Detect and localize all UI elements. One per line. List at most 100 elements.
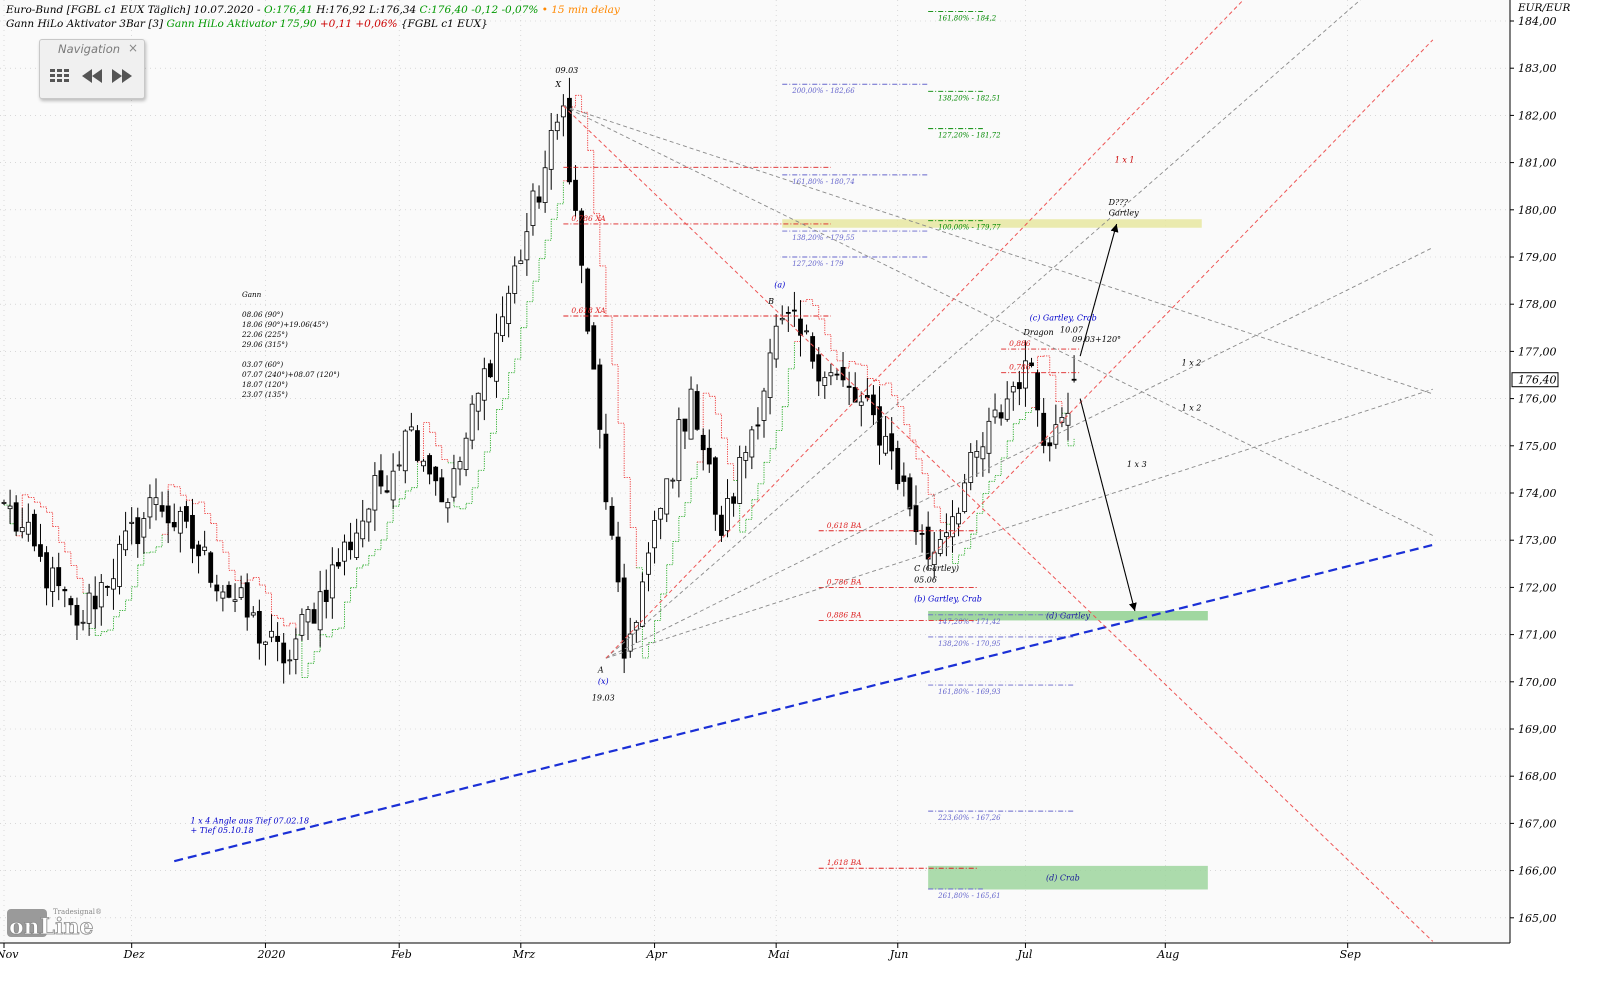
candle-body	[628, 634, 632, 651]
header-segment: Euro-Bund [FGBL c1 EUX Täglich] 10.07.20…	[6, 4, 264, 16]
fib-level-label: 161,80% - 169,93	[938, 688, 1001, 696]
candle-body	[646, 553, 650, 574]
candle-body	[732, 497, 736, 504]
candle-body	[379, 471, 383, 486]
candle-body	[598, 365, 602, 429]
y-tick-label: 173,00	[1518, 534, 1557, 547]
candle-body	[805, 331, 809, 332]
candle-body	[744, 452, 748, 460]
candle-body	[884, 436, 888, 453]
candle-body	[209, 553, 213, 583]
ratio-level-label: 0,786 BA	[827, 577, 862, 586]
header-segment: • 15 min delay	[538, 4, 619, 16]
candle-body	[677, 420, 681, 481]
candle	[896, 441, 900, 490]
fib-level-label: 261,80% - 165,61	[937, 892, 1000, 900]
header-segment: C:176,40 -0,12 -0,07%	[420, 4, 539, 16]
candle-body	[494, 333, 498, 381]
x-tick-label: Aug	[1156, 948, 1179, 961]
ratio-level-label: 0,618 BA	[827, 521, 862, 530]
candle-body	[920, 533, 924, 534]
candle-body	[963, 483, 967, 512]
candle-body	[902, 476, 906, 482]
chart-annotation: 1 x 2	[1182, 359, 1202, 368]
ratio-level-label: 1,618 BA	[827, 858, 862, 867]
candle-body	[713, 458, 717, 515]
candle-body	[215, 585, 219, 591]
candle-body	[567, 98, 571, 182]
gann-date-line: 23.07 (135°)	[241, 390, 288, 399]
candle-body	[63, 589, 67, 590]
chart-annotation: Dragon	[1023, 328, 1054, 337]
currency-label: EUR/EUR	[1517, 2, 1570, 14]
chart-annotation: 1 x 1	[1115, 156, 1135, 165]
chart-annotation: (c) Gartley, Crab	[1030, 314, 1097, 323]
candle-body	[622, 578, 626, 658]
plot-area	[0, 0, 1510, 943]
candle-body	[537, 197, 541, 202]
candle-body	[87, 593, 91, 623]
candle-body	[944, 533, 948, 537]
candle-body	[896, 448, 900, 483]
close-icon[interactable]: ×	[128, 41, 138, 55]
candle-body	[26, 522, 30, 534]
candle-body	[20, 527, 24, 531]
fib-level-label: 223,60% - 167,26	[937, 814, 1001, 822]
candle-body	[458, 462, 462, 469]
candle-body	[105, 586, 109, 587]
candle-body	[166, 506, 170, 523]
rewind-icon[interactable]	[80, 66, 104, 86]
candle-body	[993, 410, 997, 417]
y-tick-label: 179,00	[1518, 251, 1557, 264]
candle-body	[221, 592, 225, 598]
candle-body	[148, 498, 152, 517]
candle-body	[288, 660, 292, 661]
candle-body	[926, 527, 930, 559]
candle-body	[604, 434, 608, 502]
x-tick-label: Jun	[888, 948, 909, 961]
candle-body	[835, 374, 839, 375]
candle-body	[616, 537, 620, 582]
candle-body	[756, 425, 760, 426]
y-tick-label: 174,00	[1518, 487, 1557, 500]
indicator-header: Gann HiLo Aktivator 3Bar [3] Gann HiLo A…	[6, 18, 488, 30]
fast-forward-icon[interactable]	[110, 66, 134, 86]
x-tick-label: Jul	[1015, 948, 1032, 961]
candle-body	[282, 643, 286, 663]
candle-body	[987, 421, 991, 453]
y-tick-label: 172,00	[1518, 581, 1557, 594]
fib-level-label: 138,20% - 179,55	[792, 234, 855, 242]
candle-body	[513, 266, 517, 294]
y-tick-label: 168,00	[1518, 770, 1557, 783]
candle-body	[488, 364, 492, 377]
candle-body	[659, 508, 663, 519]
candle-body	[768, 353, 772, 398]
y-tick-label: 167,00	[1518, 817, 1557, 830]
candle-body	[45, 553, 49, 588]
chart-annotation: (a)	[774, 281, 785, 290]
candle-body	[403, 431, 407, 471]
gann-date-line: 08.06 (90°)	[242, 310, 283, 319]
candle-body	[592, 326, 596, 369]
navigation-panel[interactable]: Navigation ×	[39, 39, 145, 99]
candle-body	[738, 457, 742, 503]
x-tick-label: Dez	[123, 948, 145, 961]
candle-body	[69, 599, 73, 605]
grid-icon[interactable]	[48, 66, 72, 86]
candle-body	[507, 293, 511, 323]
candle-body	[610, 506, 614, 535]
candle-body	[136, 518, 140, 544]
ratio-level-label: 0,886 BA	[827, 610, 862, 619]
candle-body	[811, 336, 815, 361]
candle-body	[798, 319, 802, 335]
candle-body	[829, 373, 833, 376]
gann-date-line: Gann	[242, 290, 262, 299]
candle-body	[385, 491, 389, 492]
chart-annotation: (b) Gartley, Crab	[914, 595, 982, 604]
y-tick-label: 170,00	[1518, 676, 1557, 689]
fib-level-label: 200,00% - 182,66	[791, 87, 855, 95]
candle-body	[774, 326, 778, 359]
candle-body	[914, 506, 918, 532]
